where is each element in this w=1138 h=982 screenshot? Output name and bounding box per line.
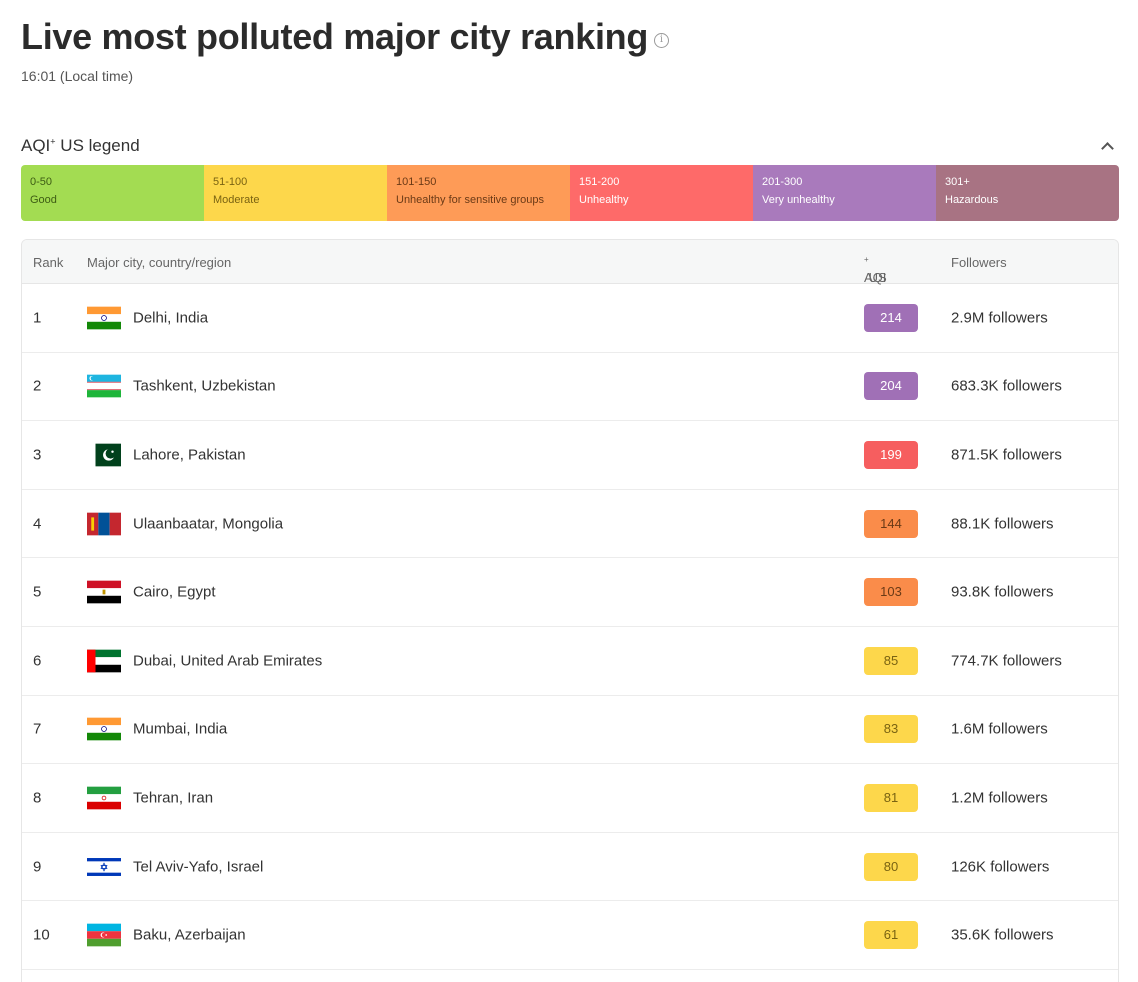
legend-header[interactable]: AQI+ US legend [21, 134, 1119, 158]
rank-cell: 7 [33, 720, 42, 738]
followers-count: 126K followers [951, 858, 1050, 876]
legend-label: Unhealthy for sensitive groups [396, 194, 544, 206]
aqi-badge: 144 [864, 509, 918, 538]
mongolia-flag-icon [87, 512, 121, 535]
rank-cell: 6 [33, 652, 42, 670]
legend-label: Hazardous [945, 194, 999, 206]
legend-segment: 151-200 Unhealthy [570, 165, 753, 221]
followers-count: 1.2M followers [951, 789, 1048, 807]
rank-cell: 5 [33, 583, 42, 601]
aqi-badge: 204 [864, 372, 918, 401]
legend-range: 301+ [945, 176, 970, 188]
table-body: 1 Delhi, India 214 2.9M followers 2 Tashkent,… [22, 284, 1118, 970]
chevron-up-icon[interactable] [1101, 140, 1113, 152]
israel-flag-icon [87, 855, 121, 878]
table-row[interactable]: 10 Baku, Azerbaijan 61 35.6K followers [22, 901, 1118, 970]
legend-label: Moderate [213, 194, 260, 206]
info-icon[interactable]: i [654, 32, 670, 48]
followers-count: 35.6K followers [951, 926, 1054, 944]
uzbekistan-flag-icon [87, 375, 121, 398]
city-link[interactable]: Ulaanbaatar, Mongolia [133, 515, 284, 533]
city-link[interactable]: Tehran, Iran [133, 789, 214, 807]
legend-range: 51-100 [213, 176, 248, 188]
city-link[interactable]: Mumbai, India [133, 720, 228, 738]
rank-cell: 8 [33, 789, 42, 807]
aqi-badge: 85 [864, 646, 918, 675]
legend-range: 101-150 [396, 176, 437, 188]
legend-segment: 101-150 Unhealthy for sensitive groups [387, 165, 570, 221]
legend-range: 0-50 [30, 176, 53, 188]
table-row[interactable]: 5 Cairo, Egypt 103 93.8K followers [22, 558, 1118, 627]
table-row[interactable]: 6 Dubai, United Arab Emirates 85 774.7K fol… [22, 627, 1118, 696]
city-link[interactable]: Baku, Azerbaijan [133, 926, 246, 944]
rank-cell: 2 [33, 377, 42, 395]
legend-range: 151-200 [579, 176, 620, 188]
followers-count: 683.3K followers [951, 377, 1062, 395]
city-link[interactable]: Tashkent, Uzbekistan [133, 377, 276, 395]
uae-flag-icon [87, 649, 121, 673]
aqi-badge: 80 [864, 852, 918, 881]
india-flag-icon [87, 306, 121, 330]
header-aqi: AQI + US [864, 255, 887, 285]
title-row: Live most polluted major city ranking i [21, 16, 670, 58]
egypt-flag-icon [87, 580, 121, 604]
ranking-table: Rank Major city, country/region AQI + US … [21, 239, 1119, 982]
legend-segment: 301+ Hazardous [936, 165, 1119, 221]
followers-count: 774.7K followers [951, 652, 1062, 670]
table-row[interactable]: 2 Tashkent, Uzbekistan 204 683.3K followers [22, 353, 1118, 422]
table-row[interactable]: 8 Tehran, Iran 81 1.2M followers [22, 764, 1118, 833]
aqi-badge: 199 [864, 440, 918, 469]
city-link[interactable]: Tel Aviv-Yafo, Israel [133, 858, 264, 876]
page-title: Live most polluted major city ranking [21, 16, 649, 57]
rank-cell: 1 [33, 309, 42, 327]
header-rank: Rank [33, 255, 64, 270]
legend-segment: 201-300 Very unhealthy [753, 165, 936, 221]
local-time: 16:01 (Local time) [21, 68, 134, 84]
city-link[interactable]: Cairo, Egypt [133, 583, 216, 601]
legend-segment: 0-50 Good [21, 165, 204, 221]
azerbaijan-flag-icon [87, 923, 121, 947]
aqi-badge: 103 [864, 578, 918, 607]
table-row[interactable]: 9 Tel Aviv-Yafo, Israel 80 126K followers [22, 833, 1118, 902]
pakistan-flag-icon [87, 443, 121, 467]
aqi-legend-bar: 0-50 Good 51-100 Moderate 101-150 Unhealthy f… [21, 165, 1119, 221]
table-row[interactable]: 3 Lahore, Pakistan 199 871.5K followers [22, 421, 1118, 490]
aqi-badge: 61 [864, 921, 918, 950]
legend-segment: 51-100 Moderate [204, 165, 387, 221]
india-flag-icon [87, 718, 121, 741]
iran-flag-icon [87, 786, 121, 810]
rank-cell: 9 [33, 858, 42, 876]
table-row[interactable]: 1 Delhi, India 214 2.9M followers [22, 284, 1118, 353]
aqi-badge: 81 [864, 783, 918, 812]
followers-count: 871.5K followers [951, 446, 1062, 464]
legend-label: Unhealthy [579, 194, 629, 206]
rank-cell: 3 [33, 446, 42, 464]
table-row[interactable]: 7 Mumbai, India 83 1.6M followers [22, 696, 1118, 765]
header-followers: Followers [951, 255, 1007, 270]
legend-range: 201-300 [762, 176, 803, 188]
rank-cell: 10 [33, 926, 50, 944]
rank-cell: 4 [33, 515, 42, 533]
aqi-badge: 83 [864, 715, 918, 744]
city-link[interactable]: Lahore, Pakistan [133, 446, 246, 464]
legend-label: Very unhealthy [762, 194, 835, 206]
header-city: Major city, country/region [87, 255, 232, 270]
legend-label: Good [30, 194, 57, 206]
followers-count: 93.8K followers [951, 583, 1054, 601]
table-header: Rank Major city, country/region AQI + US … [22, 240, 1118, 285]
followers-count: 88.1K followers [951, 515, 1054, 533]
city-link[interactable]: Dubai, United Arab Emirates [133, 652, 323, 670]
legend-title: AQI+ US legend [21, 136, 140, 155]
followers-count: 2.9M followers [951, 309, 1048, 327]
followers-count: 1.6M followers [951, 720, 1048, 738]
aqi-badge: 214 [864, 303, 918, 332]
city-link[interactable]: Delhi, India [133, 309, 209, 327]
table-row[interactable]: 4 Ulaanbaatar, Mongolia 144 88.1K followers [22, 490, 1118, 559]
